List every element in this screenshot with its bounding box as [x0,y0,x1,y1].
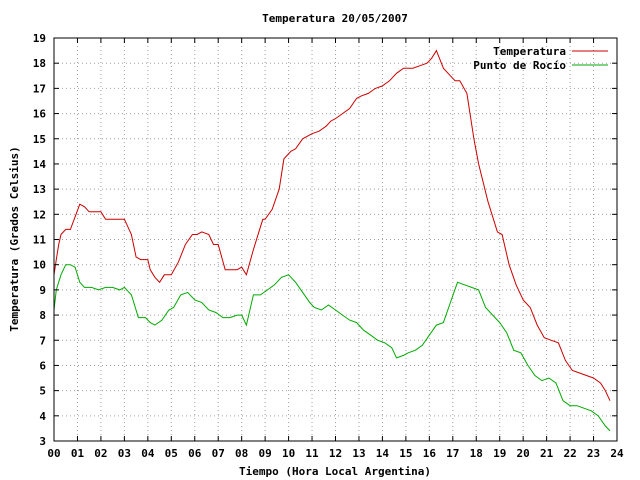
series-line-temperatura [53,49,611,401]
x-tick-label: 09 [259,447,272,460]
legend-label: Temperatura [493,45,566,58]
x-tick-label: 18 [470,447,483,460]
series-line-punto-de-rocio [53,264,611,432]
x-tick-label: 17 [446,447,459,460]
x-tick-label: 23 [587,447,600,460]
y-tick-label: 12 [33,208,46,221]
x-tick-label: 05 [165,447,178,460]
x-tick-label: 01 [71,447,85,460]
x-tick-label: 13 [352,447,365,460]
y-tick-label: 8 [39,309,46,322]
y-axis-label: Temperatura (Grados Celsius) [8,146,21,331]
x-tick-label: 06 [188,447,202,460]
x-tick-label: 16 [423,447,437,460]
y-tick-label: 9 [39,284,46,297]
x-tick-label: 02 [94,447,107,460]
y-tick-label: 16 [33,108,47,121]
x-tick-label: 03 [118,447,131,460]
x-tick-label: 15 [399,447,412,460]
y-tick-label: 13 [33,183,46,196]
y-tick-label: 18 [33,57,46,70]
y-tick-label: 15 [33,133,46,146]
y-tick-label: 17 [33,82,46,95]
y-tick-label: 14 [33,158,47,171]
x-tick-label: 19 [493,447,506,460]
chart-title: Temperatura 20/05/2007 [262,12,408,25]
x-tick-label: 00 [47,447,60,460]
x-tick-label: 11 [305,447,319,460]
y-tick-label: 7 [39,334,46,347]
y-tick-label: 4 [39,410,46,423]
axis-ticks: 00 01 02 03 04 05 06 07 08 09 10 11 12 13 14 15 16 17 18 19… [33,32,624,460]
legend-label: Punto de Rocío [473,59,566,72]
y-tick-label: 3 [39,435,46,448]
series-layer [53,49,611,432]
x-tick-label: 21 [540,447,554,460]
x-tick-label: 24 [610,447,624,460]
x-tick-label: 08 [235,447,248,460]
y-tick-label: 11 [33,234,47,247]
y-tick-label: 6 [39,359,46,372]
y-tick-label: 10 [33,259,46,272]
x-axis-label: Tiempo (Hora Local Argentina) [239,465,431,478]
y-tick-label: 5 [39,385,46,398]
x-tick-label: 20 [517,447,530,460]
x-tick-label: 07 [212,447,225,460]
x-tick-label: 22 [563,447,576,460]
x-tick-label: 10 [282,447,295,460]
x-tick-label: 04 [141,447,155,460]
grid [54,38,617,441]
x-tick-label: 12 [329,447,342,460]
x-tick-label: 14 [376,447,390,460]
y-tick-label: 19 [33,32,46,45]
